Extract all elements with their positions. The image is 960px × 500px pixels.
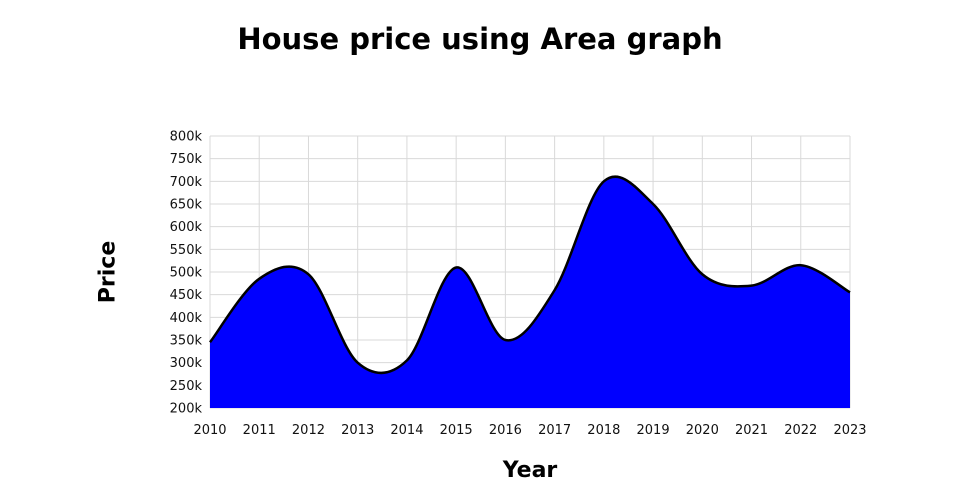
y-tick-label: 700k: [170, 175, 203, 190]
y-tick-label: 300k: [170, 356, 203, 371]
x-tick-label: 2013: [341, 423, 374, 438]
x-tick-label: 2016: [489, 423, 522, 438]
x-tick-label: 2023: [833, 423, 866, 438]
y-tick-label: 500k: [170, 266, 203, 281]
x-tick-label: 2014: [390, 423, 423, 438]
x-tick-label: 2021: [735, 423, 768, 438]
y-tick-label: 450k: [170, 288, 203, 303]
x-tick-label: 2017: [538, 423, 571, 438]
y-tick-label: 550k: [170, 243, 203, 258]
y-tick-label: 800k: [170, 130, 203, 145]
y-tick-label: 400k: [170, 311, 203, 326]
x-axis-label: Year: [502, 458, 558, 483]
series-area: [210, 176, 850, 408]
x-tick-label: 2020: [686, 423, 719, 438]
y-tick-label: 250k: [170, 379, 203, 394]
y-tick-label: 750k: [170, 152, 203, 167]
y-tick-label: 350k: [170, 334, 203, 349]
x-tick-label: 2012: [292, 423, 325, 438]
x-tick-label: 2022: [784, 423, 817, 438]
y-tick-label: 600k: [170, 220, 203, 235]
x-tick-label: 2015: [440, 423, 473, 438]
chart-title: House price using Area graph: [237, 22, 723, 56]
y-tick-label: 200k: [170, 402, 203, 417]
x-tick-label: 2011: [243, 423, 276, 438]
y-tick-label: 650k: [170, 198, 203, 213]
x-tick-label: 2019: [637, 423, 670, 438]
x-tick-label: 2010: [193, 423, 226, 438]
series-line: [209, 175, 851, 375]
x-tick-label: 2018: [587, 423, 620, 438]
